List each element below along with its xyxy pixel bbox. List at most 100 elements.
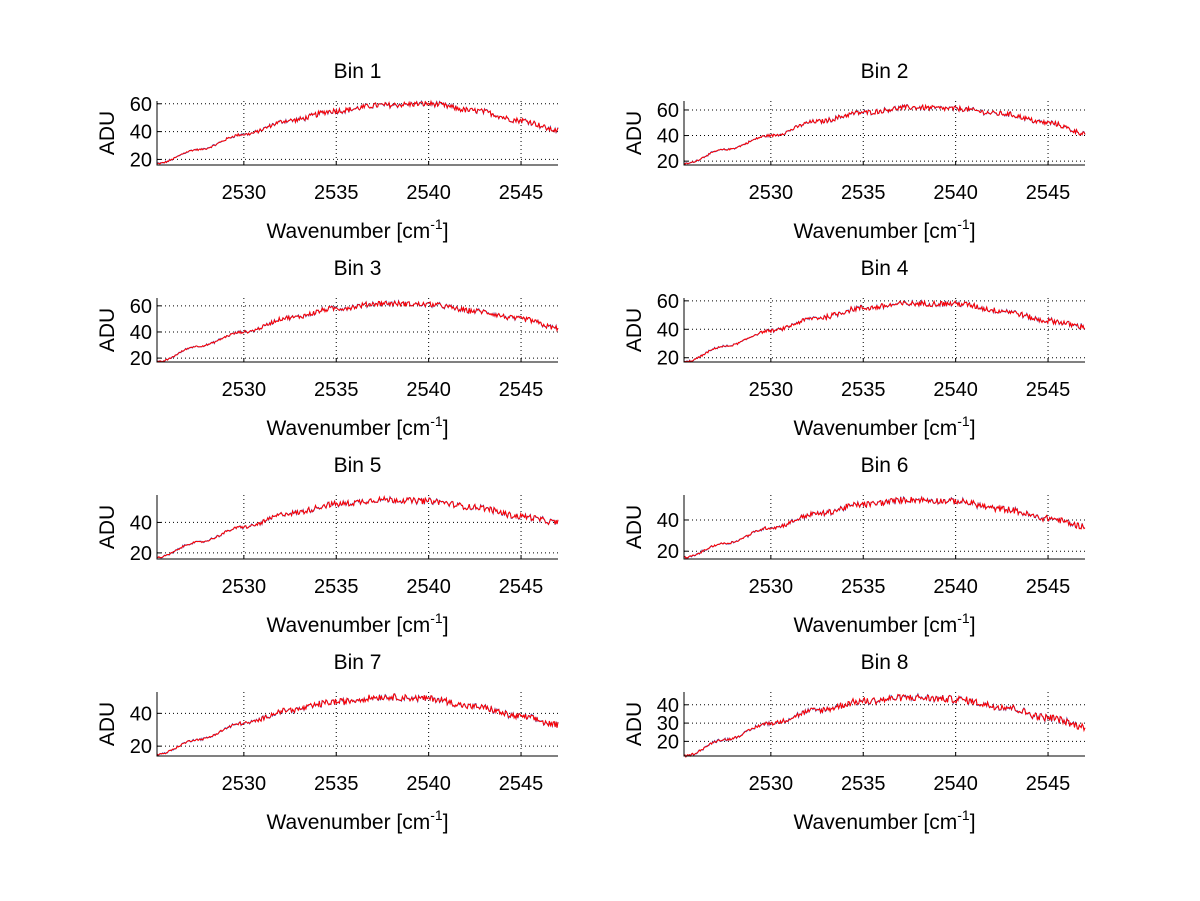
x-axis-label-text: Wavenumber [cm	[266, 417, 430, 440]
x-tick-label: 2535	[841, 182, 886, 204]
spectrum-trace	[683, 299, 1086, 363]
spectrum-trace	[156, 693, 559, 756]
y-axis-label: ADU	[96, 505, 119, 549]
x-axis-label: Wavenumber [cm-1]	[793, 807, 975, 834]
x-tick-label: 2535	[314, 379, 359, 401]
y-tick-label: 40	[657, 126, 679, 148]
axes-frame	[156, 692, 558, 757]
x-axis-label-close: ]	[970, 220, 976, 243]
x-tick-label: 2540	[933, 576, 978, 598]
subplot-title: Bin 5	[334, 454, 382, 477]
subplot-5: Bin 5 2530 2535 2540 2545 20 40 Wavenumber [cm-…	[96, 454, 559, 637]
x-tick-label: 2535	[841, 576, 886, 598]
axes-frame	[683, 298, 1085, 363]
x-axis-label: Wavenumber [cm-1]	[266, 413, 448, 440]
y-tick-label: 60	[130, 296, 152, 318]
subplot-2: Bin 2 2530 2535 2540 2545 20 40 60 Wavenumber [c…	[623, 60, 1086, 243]
x-axis-label-superscript: -1	[430, 413, 443, 429]
subplot-7: Bin 7 2530 2535 2540 2545 20 40 Wavenumber [cm-…	[96, 651, 559, 834]
x-tick-label: 2535	[314, 576, 359, 598]
subplot-1: Bin 1 2530 2535 2540 2545 20 40 60 Wavenumber [c…	[96, 60, 559, 243]
spectrum-trace-under	[156, 495, 559, 559]
y-tick-label: 40	[657, 319, 679, 341]
x-tick-label: 2535	[841, 379, 886, 401]
x-axis-label-close: ]	[970, 811, 976, 834]
x-axis-label-superscript: -1	[430, 610, 443, 626]
x-tick-label: 2540	[406, 576, 451, 598]
x-tick-label: 2545	[499, 379, 544, 401]
y-tick-label: 60	[130, 94, 152, 116]
x-axis-label: Wavenumber [cm-1]	[793, 610, 975, 637]
y-axis-label: ADU	[623, 505, 646, 549]
x-axis-label-superscript: -1	[957, 807, 970, 823]
y-axis-label: ADU	[96, 702, 119, 746]
subplot-title: Bin 3	[334, 257, 382, 280]
subplot-title: Bin 2	[861, 60, 909, 83]
x-axis-label-close: ]	[443, 417, 449, 440]
y-tick-label: 20	[657, 151, 679, 173]
y-tick-label: 20	[130, 736, 152, 758]
spectrum-trace-under	[683, 495, 1086, 559]
x-tick-label: 2540	[933, 773, 978, 795]
x-tick-label: 2540	[406, 182, 451, 204]
axes-frame	[156, 495, 558, 560]
x-tick-label: 2535	[841, 773, 886, 795]
x-tick-label: 2545	[499, 182, 544, 204]
x-axis-label: Wavenumber [cm-1]	[266, 807, 448, 834]
x-axis-label: Wavenumber [cm-1]	[266, 610, 448, 637]
subplot-4: Bin 4 2530 2535 2540 2545 20 40 60 Wavenumber [c…	[623, 257, 1086, 440]
x-tick-label: 2530	[222, 182, 267, 204]
y-tick-label: 60	[657, 291, 679, 313]
x-tick-label: 2530	[222, 576, 267, 598]
spectrum-trace-under	[683, 692, 1086, 758]
x-tick-label: 2535	[314, 773, 359, 795]
x-tick-label: 2545	[499, 576, 544, 598]
x-axis-label-text: Wavenumber [cm	[266, 811, 430, 834]
axes-frame	[683, 495, 1085, 560]
subplot-title: Bin 8	[861, 651, 909, 674]
spectrum-trace	[683, 103, 1086, 165]
x-axis-label-close: ]	[443, 811, 449, 834]
y-tick-label: 20	[657, 731, 679, 753]
subplot-6: Bin 6 2530 2535 2540 2545 20 40 Wavenumber [cm-…	[623, 454, 1086, 637]
y-tick-label: 40	[130, 512, 152, 534]
spectrum-trace	[156, 99, 559, 165]
y-axis-label: ADU	[96, 308, 119, 352]
spectrum-trace-under	[156, 100, 559, 165]
spectrum-trace	[683, 693, 1086, 758]
x-axis-label: Wavenumber [cm-1]	[266, 216, 448, 243]
y-tick-label: 20	[130, 543, 152, 565]
y-axis-label: ADU	[96, 111, 119, 155]
x-axis-label-superscript: -1	[430, 216, 443, 232]
y-tick-label: 20	[657, 541, 679, 563]
x-axis-label-superscript: -1	[957, 610, 970, 626]
subplot-title: Bin 4	[861, 257, 909, 280]
x-tick-label: 2540	[406, 773, 451, 795]
y-tick-label: 40	[130, 703, 152, 725]
x-axis-label-text: Wavenumber [cm	[793, 614, 957, 637]
x-axis-label-text: Wavenumber [cm	[793, 220, 957, 243]
axes-frame	[683, 692, 1085, 757]
x-tick-label: 2545	[499, 773, 544, 795]
axes-frame	[683, 101, 1085, 166]
spectrum-trace-under	[683, 299, 1086, 363]
subplot-title: Bin 6	[861, 454, 909, 477]
y-tick-label: 40	[130, 122, 152, 144]
x-axis-label-superscript: -1	[957, 216, 970, 232]
x-axis-label-superscript: -1	[430, 807, 443, 823]
y-axis-label: ADU	[623, 702, 646, 746]
x-axis-label-text: Wavenumber [cm	[793, 811, 957, 834]
x-tick-label: 2530	[749, 182, 794, 204]
x-axis-label-text: Wavenumber [cm	[266, 614, 430, 637]
x-tick-label: 2540	[933, 182, 978, 204]
subplot-title: Bin 7	[334, 651, 382, 674]
x-tick-label: 2545	[1026, 379, 1071, 401]
x-tick-label: 2540	[933, 379, 978, 401]
y-tick-label: 30	[657, 713, 679, 735]
spectrum-trace-under	[156, 299, 559, 363]
axes-frame	[156, 101, 558, 166]
x-axis-label: Wavenumber [cm-1]	[793, 413, 975, 440]
x-tick-label: 2545	[1026, 773, 1071, 795]
